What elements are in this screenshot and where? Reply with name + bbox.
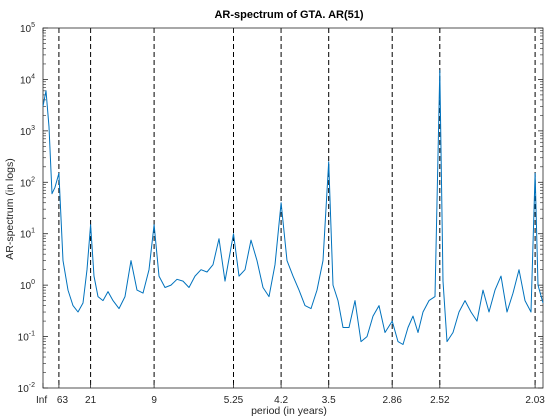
- y-tick-exponent: 4: [31, 73, 35, 80]
- spectrum-line: [42, 69, 544, 345]
- y-tick-base: 10: [20, 75, 32, 86]
- x-tick-label: 3.5: [322, 395, 336, 406]
- y-tick-label: 10-2: [18, 382, 35, 395]
- y-tick-exponent: -2: [29, 382, 35, 389]
- chart-title: AR-spectrum of GTA. AR(51): [214, 9, 363, 21]
- y-tick-exponent: -1: [29, 331, 35, 338]
- x-tick-label: 63: [57, 395, 69, 406]
- y-tick-base: 10: [20, 230, 32, 241]
- axes-box: [42, 27, 544, 389]
- y-tick-exponent: 1: [31, 228, 35, 235]
- y-tick-base: 10: [20, 281, 32, 292]
- y-tick-base: 10: [20, 127, 32, 138]
- y-tick-label: 102: [20, 176, 35, 189]
- x-tick-label: 4.2: [274, 395, 288, 406]
- x-tick-label: 21: [85, 395, 97, 406]
- y-tick-label: 104: [20, 73, 35, 86]
- x-tick-label: Inf: [36, 395, 47, 406]
- x-tick-label: 5.25: [224, 395, 244, 406]
- y-tick-base: 10: [20, 24, 32, 35]
- x-tick-label: 9: [151, 395, 157, 406]
- y-tick-base: 10: [18, 333, 30, 344]
- x-axis-label: period (in years): [251, 405, 327, 417]
- y-tick-label: 100: [20, 279, 35, 292]
- y-tick-exponent: 2: [31, 176, 35, 183]
- y-tick-exponent: 5: [31, 22, 35, 29]
- y-tick-label: 105: [20, 22, 35, 35]
- y-axis-label: AR-spectrum (in logs): [4, 158, 16, 260]
- y-tick-exponent: 3: [31, 125, 35, 132]
- x-tick-label: 2.86: [382, 395, 402, 406]
- y-tick-label: 101: [20, 228, 35, 241]
- y-tick-exponent: 0: [31, 279, 35, 286]
- x-tick-label: 2.03: [525, 395, 545, 406]
- y-tick-label: 10-1: [18, 331, 35, 344]
- x-tick-label: 2.52: [430, 395, 450, 406]
- y-tick-base: 10: [20, 178, 32, 189]
- y-tick-label: 103: [20, 125, 35, 138]
- y-tick-base: 10: [18, 384, 30, 395]
